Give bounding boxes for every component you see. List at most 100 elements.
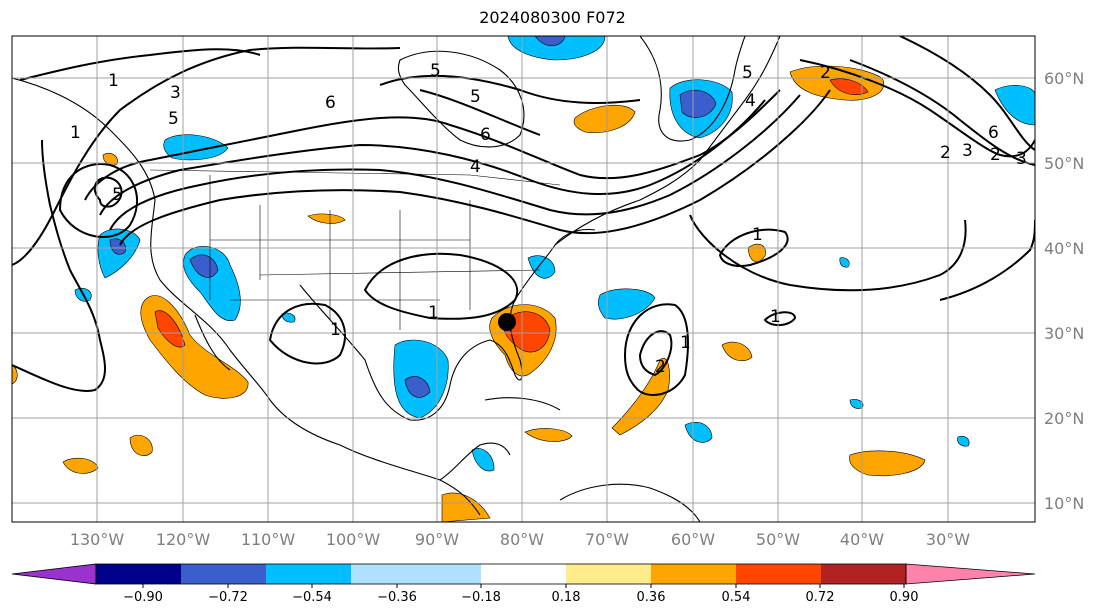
south-america bbox=[559, 483, 701, 522]
contour-label: 1 bbox=[752, 225, 763, 245]
positive-region bbox=[747, 243, 766, 263]
negative-region bbox=[994, 85, 1035, 126]
contour-label: 4 bbox=[745, 91, 756, 111]
map-frame bbox=[11, 35, 1036, 523]
positive-region bbox=[721, 341, 753, 362]
central-america bbox=[439, 442, 511, 481]
positive-region bbox=[524, 428, 573, 442]
positive-core bbox=[154, 310, 186, 348]
lon-label: 50°W bbox=[756, 530, 800, 549]
cuba bbox=[484, 397, 561, 411]
baja bbox=[194, 314, 231, 371]
negative-region bbox=[839, 257, 850, 268]
contour-label: 6 bbox=[325, 93, 336, 113]
lat-label: 30°N bbox=[1044, 324, 1084, 343]
colorbar-tick-label: −0.54 bbox=[292, 590, 332, 605]
lat-label: 50°N bbox=[1044, 154, 1084, 173]
contour-label: 1 bbox=[108, 71, 119, 91]
longitude-labels: 130°W 120°W 110°W 100°W 90°W 80°W 70°W 6… bbox=[70, 530, 970, 549]
colorbar-bin bbox=[651, 564, 736, 584]
lat-label: 20°N bbox=[1044, 409, 1084, 428]
negative-core bbox=[189, 254, 219, 278]
negative-region bbox=[471, 448, 495, 472]
contour-label: 2 bbox=[655, 357, 666, 377]
positive-region bbox=[849, 450, 926, 476]
contour-label: 1 bbox=[330, 320, 341, 340]
colorbar-tick-label: −0.90 bbox=[123, 590, 163, 605]
contour-label: 5 bbox=[430, 61, 441, 81]
greenland-coast bbox=[639, 36, 746, 142]
contour-label: 4 bbox=[470, 157, 481, 177]
contour-label: 3 bbox=[962, 141, 973, 161]
contour-label: 1 bbox=[770, 307, 781, 327]
colorbar-tick-label: 0.54 bbox=[722, 590, 751, 605]
contour-lines bbox=[12, 36, 1035, 396]
contour-label: 3 bbox=[170, 83, 181, 103]
negative-region bbox=[598, 288, 656, 320]
contour-label: 2 bbox=[820, 63, 831, 83]
anomaly-shading bbox=[12, 36, 1035, 522]
positive-region bbox=[62, 457, 99, 474]
positive-region bbox=[441, 492, 491, 522]
colorbar-bin bbox=[481, 564, 566, 584]
contour-label: 3 bbox=[1016, 149, 1027, 169]
colorbar-tick-label: 0.90 bbox=[890, 590, 919, 605]
contour-label: 5 bbox=[742, 63, 753, 83]
colorbar-bin bbox=[266, 564, 351, 584]
positive-region bbox=[102, 152, 118, 166]
colorbar-tick-label: 0.36 bbox=[637, 590, 666, 605]
hudson-bay bbox=[397, 50, 525, 148]
contour-labels: 1 3 5 5 6 4 5 5 6 4 1 1 1 1 2 2 3 2 3 6 … bbox=[70, 61, 1027, 377]
contour-label: 5 bbox=[112, 185, 123, 205]
contour-label: 5 bbox=[168, 109, 179, 129]
negative-region bbox=[281, 312, 296, 323]
contour-label: 5 bbox=[470, 87, 481, 107]
colorbar-bin bbox=[181, 564, 266, 584]
lon-label: 30°W bbox=[926, 530, 970, 549]
colorbar-extend-min bbox=[11, 563, 97, 585]
contour-label: 6 bbox=[988, 123, 999, 143]
storm-center-marker bbox=[498, 313, 516, 331]
negative-region bbox=[527, 255, 556, 279]
negative-region bbox=[957, 435, 970, 447]
positive-region bbox=[307, 213, 346, 224]
lat-label: 60°N bbox=[1044, 69, 1084, 88]
lat-label: 40°N bbox=[1044, 239, 1084, 258]
colorbar-extend-max bbox=[905, 563, 1036, 585]
negative-region bbox=[507, 36, 606, 61]
positive-region bbox=[611, 357, 670, 436]
gridlines bbox=[12, 36, 1035, 522]
contour-label: 1 bbox=[680, 333, 691, 353]
state-borders bbox=[149, 169, 561, 330]
pacific-coast bbox=[12, 77, 481, 516]
positive-region bbox=[573, 104, 636, 133]
colorbar-bin bbox=[566, 564, 651, 584]
lon-label: 120°W bbox=[156, 530, 211, 549]
contour-label: 2 bbox=[940, 143, 951, 163]
lat-label: 10°N bbox=[1044, 494, 1084, 513]
lon-label: 60°W bbox=[671, 530, 715, 549]
map-title: 2024080300 F072 bbox=[479, 8, 626, 27]
colorbar-tick-label: −0.72 bbox=[208, 590, 248, 605]
lon-label: 110°W bbox=[241, 530, 296, 549]
latitude-labels: 60°N 50°N 40°N 30°N 20°N 10°N bbox=[1044, 69, 1084, 513]
lon-label: 90°W bbox=[415, 530, 459, 549]
lon-label: 40°W bbox=[840, 530, 884, 549]
colorbar-tick-label: 0.72 bbox=[806, 590, 835, 605]
positive-region bbox=[129, 434, 153, 456]
gulf-coast bbox=[299, 228, 596, 421]
colorbar-tick-label: −0.36 bbox=[377, 590, 417, 605]
negative-region bbox=[684, 421, 713, 443]
contour-label: 2 bbox=[990, 145, 1001, 165]
coastlines bbox=[12, 36, 781, 522]
colorbar-bin bbox=[821, 564, 906, 584]
contour-label: 1 bbox=[428, 303, 439, 323]
contour-label: 1 bbox=[70, 123, 81, 143]
colorbar-tick-label: 0.18 bbox=[552, 590, 581, 605]
contour-label: 6 bbox=[480, 125, 491, 145]
colorbar-bin bbox=[96, 564, 181, 584]
colorbar-bin bbox=[351, 564, 436, 584]
negative-core bbox=[404, 376, 431, 398]
lon-label: 100°W bbox=[326, 530, 381, 549]
